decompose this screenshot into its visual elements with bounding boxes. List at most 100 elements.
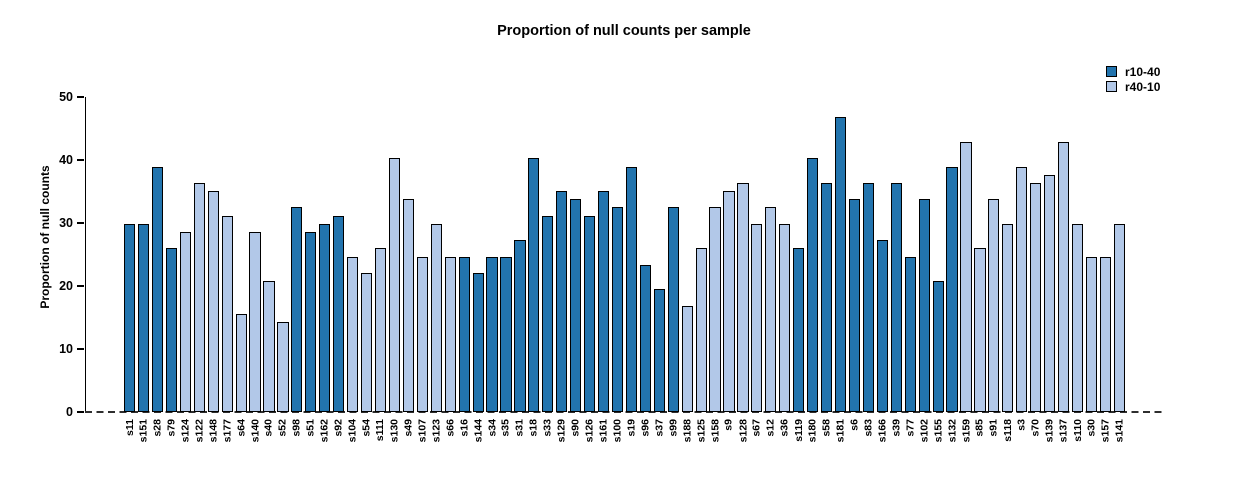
bar-s144 [472, 272, 484, 412]
x-tick-label-s12: s12 [764, 419, 777, 437]
bar-s122 [193, 182, 205, 412]
bar-s123 [430, 223, 442, 412]
bar-s77 [904, 256, 916, 412]
bar-s83 [862, 182, 874, 412]
bar-s70 [1030, 182, 1042, 412]
x-tick-label-s148: s148 [207, 419, 220, 443]
y-axis-tick-label: 0 [66, 404, 73, 419]
x-tick-label-s123: s123 [430, 419, 443, 443]
legend-label-r40-10: r40-10 [1125, 79, 1161, 94]
x-tick-label-s128: s128 [736, 419, 749, 443]
x-tick-label-s104: s104 [346, 419, 359, 443]
x-tick-label-s67: s67 [750, 419, 763, 437]
x-tick-label-s102: s102 [918, 419, 931, 443]
y-axis-tick [77, 348, 85, 350]
bar-s9 [723, 191, 735, 412]
x-tick-label-s18: s18 [527, 419, 540, 437]
bar-s110 [1071, 223, 1084, 412]
bar-s98 [291, 207, 303, 412]
x-tick-label-s110: s110 [1071, 419, 1084, 442]
bar-s188 [681, 305, 693, 412]
bar-s19 [625, 166, 638, 412]
x-tick-label-s124: s124 [179, 419, 192, 443]
y-axis-tick [77, 159, 85, 161]
bar-s35 [500, 256, 512, 412]
legend-label-r10-40: r10-40 [1125, 64, 1161, 79]
x-tick-label-s70: s70 [1029, 419, 1042, 437]
bar-s148 [207, 191, 219, 412]
x-tick-label-s92: s92 [332, 419, 345, 437]
bar-s39 [890, 182, 902, 412]
x-tick-label-s39: s39 [890, 419, 903, 437]
x-tick-label-s181: s181 [834, 419, 847, 443]
legend-swatch-r40-10 [1106, 81, 1117, 92]
x-tick-label-s130: s130 [388, 419, 401, 443]
x-tick-label-s16: s16 [458, 419, 471, 437]
bar-s161 [597, 191, 610, 412]
bar-s107 [416, 256, 428, 412]
bar-s40 [263, 281, 275, 412]
bar-s118 [1002, 223, 1014, 412]
x-tick-label-s180: s180 [806, 419, 819, 443]
bar-s67 [751, 223, 763, 412]
bar-s52 [277, 321, 289, 412]
bar-s151 [137, 223, 150, 412]
x-tick-label-s111: s111 [374, 419, 387, 442]
bar-s6 [848, 199, 861, 412]
bar-s36 [779, 223, 791, 412]
bar-s18 [528, 158, 540, 412]
x-tick-label-s64: s64 [235, 419, 248, 437]
x-tick-label-s9: s9 [723, 419, 736, 431]
bar-s92 [333, 215, 345, 412]
bar-s129 [556, 191, 568, 412]
zero-baseline [85, 410, 1165, 413]
y-axis-tick [77, 96, 85, 98]
bar-s49 [402, 199, 414, 412]
x-tick-label-s77: s77 [904, 419, 917, 437]
bar-s37 [653, 289, 665, 412]
x-tick-label-s96: s96 [639, 419, 652, 437]
x-tick-label-s31: s31 [513, 419, 526, 437]
x-tick-label-s99: s99 [667, 419, 680, 437]
x-tick-label-s137: s137 [1057, 419, 1070, 443]
x-tick-label-s139: s139 [1043, 419, 1056, 443]
legend-row-r10-40: r10-40 [1106, 64, 1160, 79]
x-tick-label-s33: s33 [541, 419, 554, 437]
x-tick-label-s40: s40 [263, 419, 275, 437]
bar-s128 [737, 182, 749, 412]
bar-s162 [319, 223, 331, 412]
bar-s126 [584, 215, 596, 412]
x-tick-label-s52: s52 [276, 419, 289, 437]
bar-s11 [124, 223, 136, 412]
bar-s66 [444, 256, 456, 412]
y-axis-tick-label: 40 [59, 152, 73, 167]
bar-s140 [249, 232, 261, 412]
x-tick-label-s118: s118 [1001, 419, 1014, 442]
x-tick-label-s35: s35 [499, 419, 512, 437]
x-tick-label-s30: s30 [1085, 419, 1098, 437]
x-tick-label-s129: s129 [555, 419, 568, 443]
y-axis-tick-label: 50 [59, 89, 73, 104]
bar-s96 [639, 264, 651, 412]
bar-s119 [793, 248, 805, 412]
x-tick-label-s166: s166 [876, 419, 889, 443]
bar-s100 [611, 207, 624, 412]
x-tick-label-s54: s54 [360, 419, 373, 437]
bar-s51 [305, 232, 317, 412]
x-tick-label-s159: s159 [960, 419, 972, 443]
x-tick-label-s36: s36 [778, 419, 791, 437]
x-tick-label-s144: s144 [472, 419, 485, 443]
bar-s157 [1099, 256, 1111, 412]
x-tick-label-s161: s161 [597, 419, 610, 443]
x-tick-label-s132: s132 [946, 419, 959, 443]
x-tick-label-s100: s100 [611, 419, 624, 443]
x-tick-label-s177: s177 [221, 419, 234, 443]
x-tick-label-s140: s140 [249, 419, 262, 443]
bar-s141 [1113, 223, 1125, 412]
x-tick-label-s122: s122 [193, 419, 206, 443]
x-tick-label-s28: s28 [151, 419, 164, 437]
x-tick-label-s98: s98 [290, 419, 303, 437]
x-tick-label-s141: s141 [1113, 419, 1126, 443]
plot-area: 0 10 20 30 40 50 s11 s151 s28 s79 s124 s122 s148 s177… [59, 90, 1165, 442]
x-tick-label-s158: s158 [709, 419, 722, 443]
